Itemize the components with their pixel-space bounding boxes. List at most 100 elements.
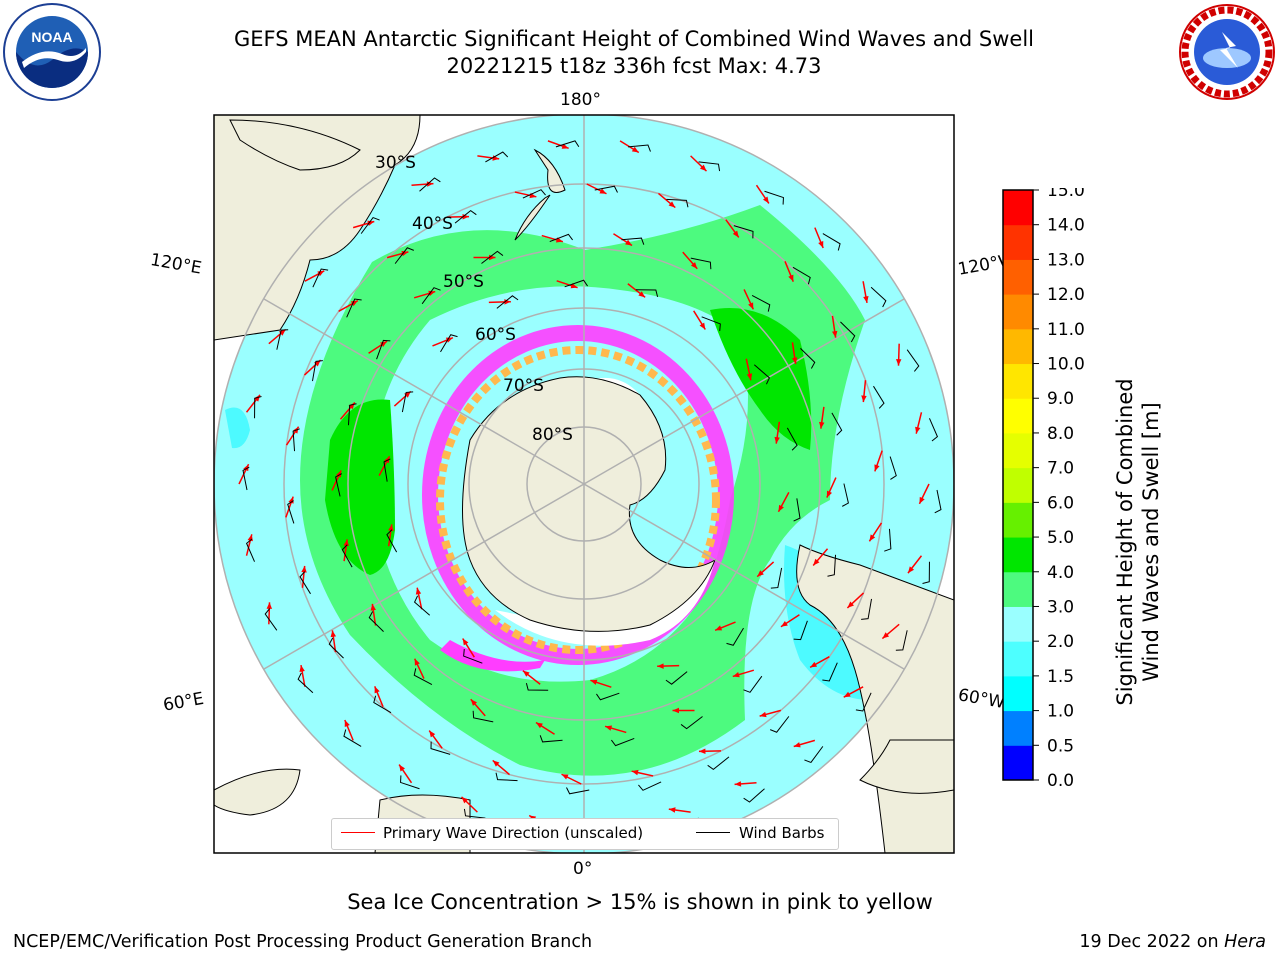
wind-barb — [419, 177, 441, 192]
wave-arrow-head — [863, 296, 869, 303]
wind-barb — [621, 237, 645, 245]
wave-arrow-head — [732, 230, 739, 238]
wave-arrow-head — [380, 341, 388, 348]
lat-label-40s: 40°S — [412, 214, 453, 234]
wind-barb — [264, 608, 278, 631]
colorbar-title: Significant Height of Combined Wind Wave… — [1104, 300, 1164, 705]
wave-arrow-head — [746, 373, 753, 381]
wave-max-east — [710, 308, 812, 450]
wave-arrow-head — [605, 725, 613, 731]
wind-barb — [889, 456, 897, 480]
colorbar-tick-label: 1.5 — [1047, 667, 1074, 687]
wind-barb — [413, 595, 431, 616]
wind-barb — [884, 528, 892, 552]
wind-barb — [873, 385, 885, 409]
wind-barb — [638, 781, 662, 791]
colorbar-tick-label: 15.0 — [1047, 188, 1085, 201]
lat-label-50s: 50°S — [443, 272, 484, 292]
wave-arrow-head — [428, 290, 436, 297]
wind-barb — [343, 729, 362, 747]
wave-arrow-head — [699, 322, 706, 330]
wave-arrow-head — [561, 774, 569, 780]
wind-barb — [793, 498, 801, 522]
wind-barb — [495, 772, 518, 782]
wind-barb — [430, 741, 451, 755]
wave-arrow-head — [314, 360, 321, 367]
wave-arrow-head — [792, 357, 798, 365]
wind-barb — [792, 266, 811, 285]
wind-barb — [254, 395, 262, 419]
wave-arrow-head — [810, 661, 818, 668]
wind-barb — [245, 538, 255, 562]
wind-barb — [822, 662, 838, 682]
wind-barb — [665, 671, 688, 685]
lon-label-0: 0° — [573, 859, 592, 879]
wave-arrow-head — [350, 300, 358, 307]
wind-barb — [297, 672, 314, 694]
wave-arrow-head — [869, 534, 876, 542]
wind-barb — [335, 473, 343, 497]
wave-arrow-head — [399, 764, 406, 772]
wave-arrow-head — [445, 337, 453, 343]
wave-arrow-head — [330, 630, 337, 638]
wind-barb — [726, 627, 744, 646]
wind-barb — [680, 716, 703, 730]
wind-barb — [566, 787, 590, 795]
wave-arrow-head — [631, 146, 639, 153]
wind-barb — [666, 198, 689, 208]
wind-barb — [895, 630, 908, 651]
wave-arrow-head — [535, 722, 543, 729]
wind-barb — [635, 289, 659, 297]
colorbar-tick-label: 1.0 — [1047, 702, 1074, 722]
colorbar-swatch — [1003, 467, 1033, 503]
colorbar-swatch — [1003, 745, 1033, 781]
wave-arrow-head — [374, 686, 380, 694]
wave-arrow-head — [367, 220, 375, 226]
lon-label-60e: 60°E — [162, 689, 206, 716]
wave-arrow-head — [788, 274, 794, 282]
wave-arrow-head — [370, 603, 376, 611]
footer-date-text: 19 Dec 2022 on — [1079, 932, 1225, 952]
wind-barb — [555, 140, 580, 148]
colorbar-tick-label: 6.0 — [1047, 493, 1074, 513]
wind-barb — [463, 808, 486, 819]
wave-arrow-head — [762, 196, 769, 204]
wind-barb — [764, 190, 784, 205]
wave-arrow-head — [429, 730, 436, 738]
wind-barb — [707, 756, 730, 771]
wind-barb — [522, 189, 546, 199]
colorbar-tick-label: 12.0 — [1047, 285, 1085, 305]
legend-wave-label: Primary Wave Direction (unscaled) — [383, 824, 644, 842]
colorbar-tick-label: 9.0 — [1047, 389, 1074, 409]
colorbar-swatch — [1003, 398, 1033, 434]
colorbar-swatch — [1003, 537, 1033, 573]
wind-barb — [299, 571, 311, 595]
colorbar-swatch — [1003, 259, 1033, 295]
wave-arrow-head — [299, 665, 305, 672]
wind-barb — [472, 710, 494, 723]
wind-barb — [743, 788, 765, 803]
wind-barb — [346, 298, 362, 318]
colorbar-swatch — [1003, 571, 1033, 607]
colorbar-swatch — [1003, 675, 1033, 712]
wind-barb — [690, 257, 712, 270]
wave-max-west — [325, 399, 395, 575]
wind-barb — [751, 294, 771, 312]
map-legend: Primary Wave Direction (unscaled) Wind B… — [331, 818, 839, 850]
wave-arrow-head — [847, 601, 854, 608]
wind-barb — [786, 427, 798, 451]
wave-arrow-head — [492, 760, 500, 767]
wave-arrow-head — [414, 658, 420, 666]
wind-barb — [822, 233, 841, 251]
legend-barb-label: Wind Barbs — [739, 824, 825, 842]
wave-arrow-head — [757, 570, 764, 577]
wave-arrow-head — [522, 670, 530, 677]
wind-barb — [594, 185, 618, 193]
wind-barb — [463, 649, 483, 664]
wave-arrow-head — [895, 359, 902, 366]
noaa-logo: NOAA — [2, 2, 102, 106]
colorbar-border — [1002, 189, 1034, 781]
wind-barb — [549, 233, 573, 243]
wind-barb — [770, 716, 790, 733]
wind-barb — [841, 483, 849, 507]
